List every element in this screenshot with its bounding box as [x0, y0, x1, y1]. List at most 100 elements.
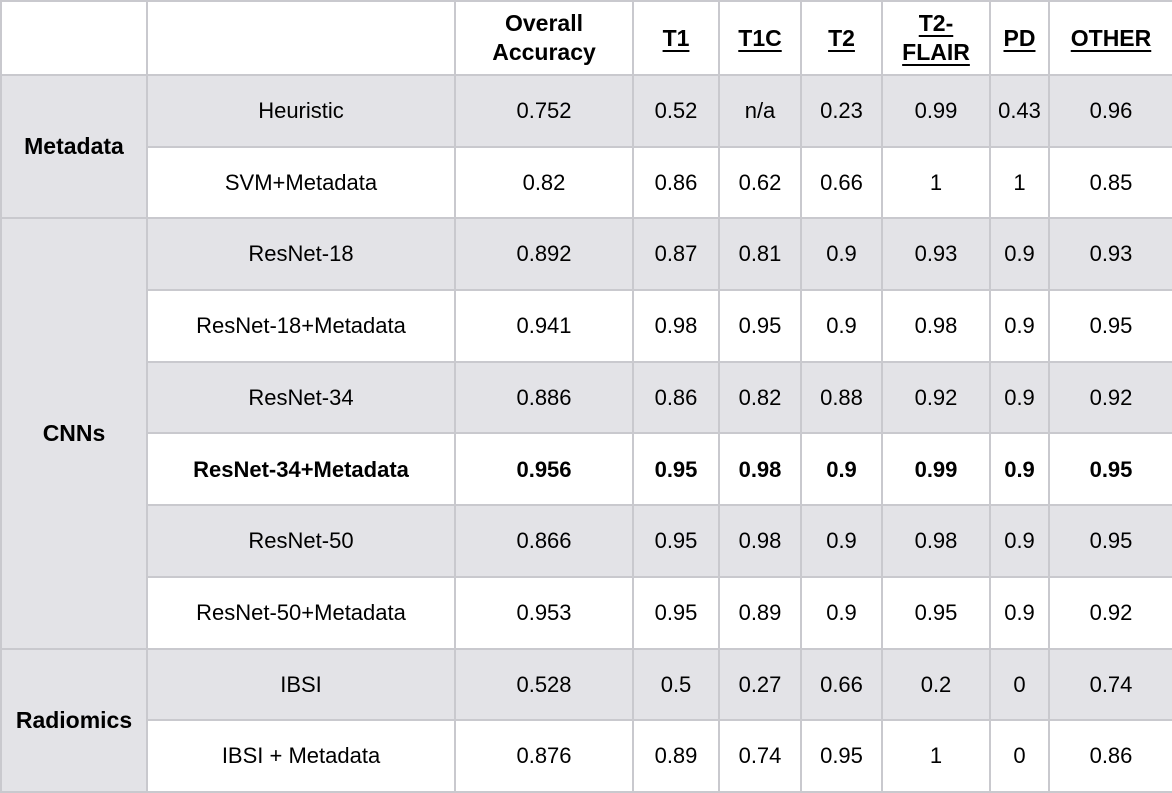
- method-cell-resnet-50: ResNet-50: [146, 504, 456, 578]
- value-cell: 0.82: [454, 145, 634, 220]
- value-cell: 0.9: [989, 432, 1050, 507]
- value-cell: 0.953: [454, 575, 634, 650]
- header-row: Overall Accuracy T1 T1C T2 T2-FLAIR PD O…: [0, 0, 1172, 76]
- column-header-label: T2-FLAIR: [902, 10, 970, 65]
- group-cell-radiomics: Radiomics: [0, 647, 148, 793]
- value-cell: 0.66: [800, 145, 883, 220]
- value-cell: 0.98: [718, 432, 802, 507]
- column-header-label: T1C: [738, 24, 782, 51]
- value-cell: 0.2: [881, 647, 991, 722]
- value-cell: 0.95: [1048, 504, 1172, 578]
- column-header-other: OTHER: [1048, 0, 1172, 76]
- value-cell: 0: [989, 647, 1050, 722]
- column-header-t1: T1: [632, 0, 720, 76]
- row-resnet-50-metadata: ResNet-50+Metadata 0.953 0.95 0.89 0.9 0…: [1, 575, 1172, 650]
- value-cell: 0.9: [989, 217, 1050, 292]
- value-cell: 0.99: [881, 74, 991, 148]
- value-cell: 0.62: [718, 145, 802, 220]
- value-cell: 0.941: [454, 289, 634, 363]
- value-cell: 0.95: [881, 575, 991, 650]
- value-cell: 0.866: [454, 504, 634, 578]
- value-cell: 0.93: [1048, 217, 1172, 292]
- value-cell: 0.89: [632, 719, 720, 793]
- value-cell: 0.892: [454, 217, 634, 292]
- value-cell: 0.81: [718, 217, 802, 292]
- value-cell: 0.95: [1048, 432, 1172, 507]
- value-cell: 0.92: [1048, 575, 1172, 650]
- row-ibsi-metadata: IBSI + Metadata 0.876 0.89 0.74 0.95 1 0…: [1, 719, 1172, 793]
- value-cell: 0.86: [632, 145, 720, 220]
- value-cell: 0.95: [632, 504, 720, 578]
- column-header-label: T2: [828, 24, 855, 51]
- value-cell: 1: [989, 145, 1050, 220]
- method-cell-heuristic: Heuristic: [146, 74, 456, 148]
- value-cell: 0.9: [800, 289, 883, 363]
- method-cell-svm-metadata: SVM+Metadata: [146, 145, 456, 220]
- value-cell: 0.9: [989, 289, 1050, 363]
- value-cell: 0.27: [718, 647, 802, 722]
- column-header-t2: T2: [800, 0, 883, 76]
- group-cell-metadata: Metadata: [0, 73, 148, 220]
- column-header-label: OTHER: [1070, 24, 1152, 51]
- method-cell-resnet-18: ResNet-18: [146, 217, 456, 292]
- corner-cell-method: [146, 0, 456, 76]
- column-header-t2-flair: T2-FLAIR: [881, 0, 991, 76]
- value-cell: 0.98: [881, 504, 991, 578]
- value-cell: 0.5: [632, 647, 720, 722]
- row-heuristic: Metadata Heuristic 0.752 0.52 n/a 0.23 0…: [0, 73, 1172, 220]
- value-cell: 0.98: [632, 289, 720, 363]
- value-cell: 0.86: [1048, 719, 1172, 793]
- value-cell: 0.9: [989, 575, 1050, 650]
- column-header-pd: PD: [989, 0, 1050, 76]
- value-cell: 0.9: [800, 432, 883, 507]
- value-cell: 0.956: [454, 432, 634, 507]
- column-header-overall-accuracy: Overall Accuracy: [454, 0, 634, 76]
- value-cell: 0.95: [718, 289, 802, 363]
- method-cell-resnet-34: ResNet-34: [146, 360, 456, 435]
- row-resnet-34: ResNet-34 0.886 0.86 0.82 0.88 0.92 0.9 …: [1, 360, 1172, 435]
- value-cell: 0.98: [881, 289, 991, 363]
- column-header-label: Overall Accuracy: [492, 10, 596, 65]
- method-cell-ibsi: IBSI: [146, 647, 456, 722]
- value-cell: 0.9: [800, 575, 883, 650]
- value-cell: 0.74: [718, 719, 802, 793]
- value-cell: 0.9: [800, 217, 883, 292]
- row-resnet-18-metadata: ResNet-18+Metadata 0.941 0.98 0.95 0.9 0…: [1, 289, 1172, 363]
- value-cell: n/a: [718, 74, 802, 148]
- value-cell: 0.93: [881, 217, 991, 292]
- value-cell: 0.95: [1048, 289, 1172, 363]
- value-cell: 0.876: [454, 719, 634, 793]
- value-cell: 0.82: [718, 360, 802, 435]
- value-cell: 0.95: [632, 575, 720, 650]
- method-cell-resnet-18-metadata: ResNet-18+Metadata: [146, 289, 456, 363]
- value-cell: 0.752: [454, 74, 634, 148]
- corner-cell-group: [0, 0, 148, 76]
- value-cell: 0.886: [454, 360, 634, 435]
- value-cell: 0.92: [881, 360, 991, 435]
- value-cell: 0.528: [454, 647, 634, 722]
- value-cell: 0.23: [800, 74, 883, 148]
- value-cell: 0.85: [1048, 145, 1172, 220]
- value-cell: 0.66: [800, 647, 883, 722]
- method-cell-resnet-34-metadata: ResNet-34+Metadata: [146, 432, 456, 507]
- row-svm-metadata: SVM+Metadata 0.82 0.86 0.62 0.66 1 1 0.8…: [1, 145, 1172, 220]
- value-cell: 0.9: [989, 360, 1050, 435]
- value-cell: 0.86: [632, 360, 720, 435]
- method-cell-ibsi-metadata: IBSI + Metadata: [146, 719, 456, 793]
- value-cell: 0.98: [718, 504, 802, 578]
- value-cell: 0.43: [989, 74, 1050, 148]
- value-cell: 1: [881, 719, 991, 793]
- row-resnet-34-metadata: ResNet-34+Metadata 0.956 0.95 0.98 0.9 0…: [1, 432, 1172, 507]
- value-cell: 0.52: [632, 74, 720, 148]
- value-cell: 0.87: [632, 217, 720, 292]
- column-header-label: PD: [1003, 24, 1036, 51]
- group-cell-cnns: CNNs: [0, 217, 148, 650]
- value-cell: 0.99: [881, 432, 991, 507]
- method-cell-resnet-50-metadata: ResNet-50+Metadata: [146, 575, 456, 650]
- value-cell: 0.95: [800, 719, 883, 793]
- row-ibsi: Radiomics IBSI 0.528 0.5 0.27 0.66 0.2 0…: [0, 647, 1172, 793]
- value-cell: 1: [881, 145, 991, 220]
- value-cell: 0.92: [1048, 360, 1172, 435]
- column-header-label: T1: [662, 24, 690, 51]
- value-cell: 0.9: [800, 504, 883, 578]
